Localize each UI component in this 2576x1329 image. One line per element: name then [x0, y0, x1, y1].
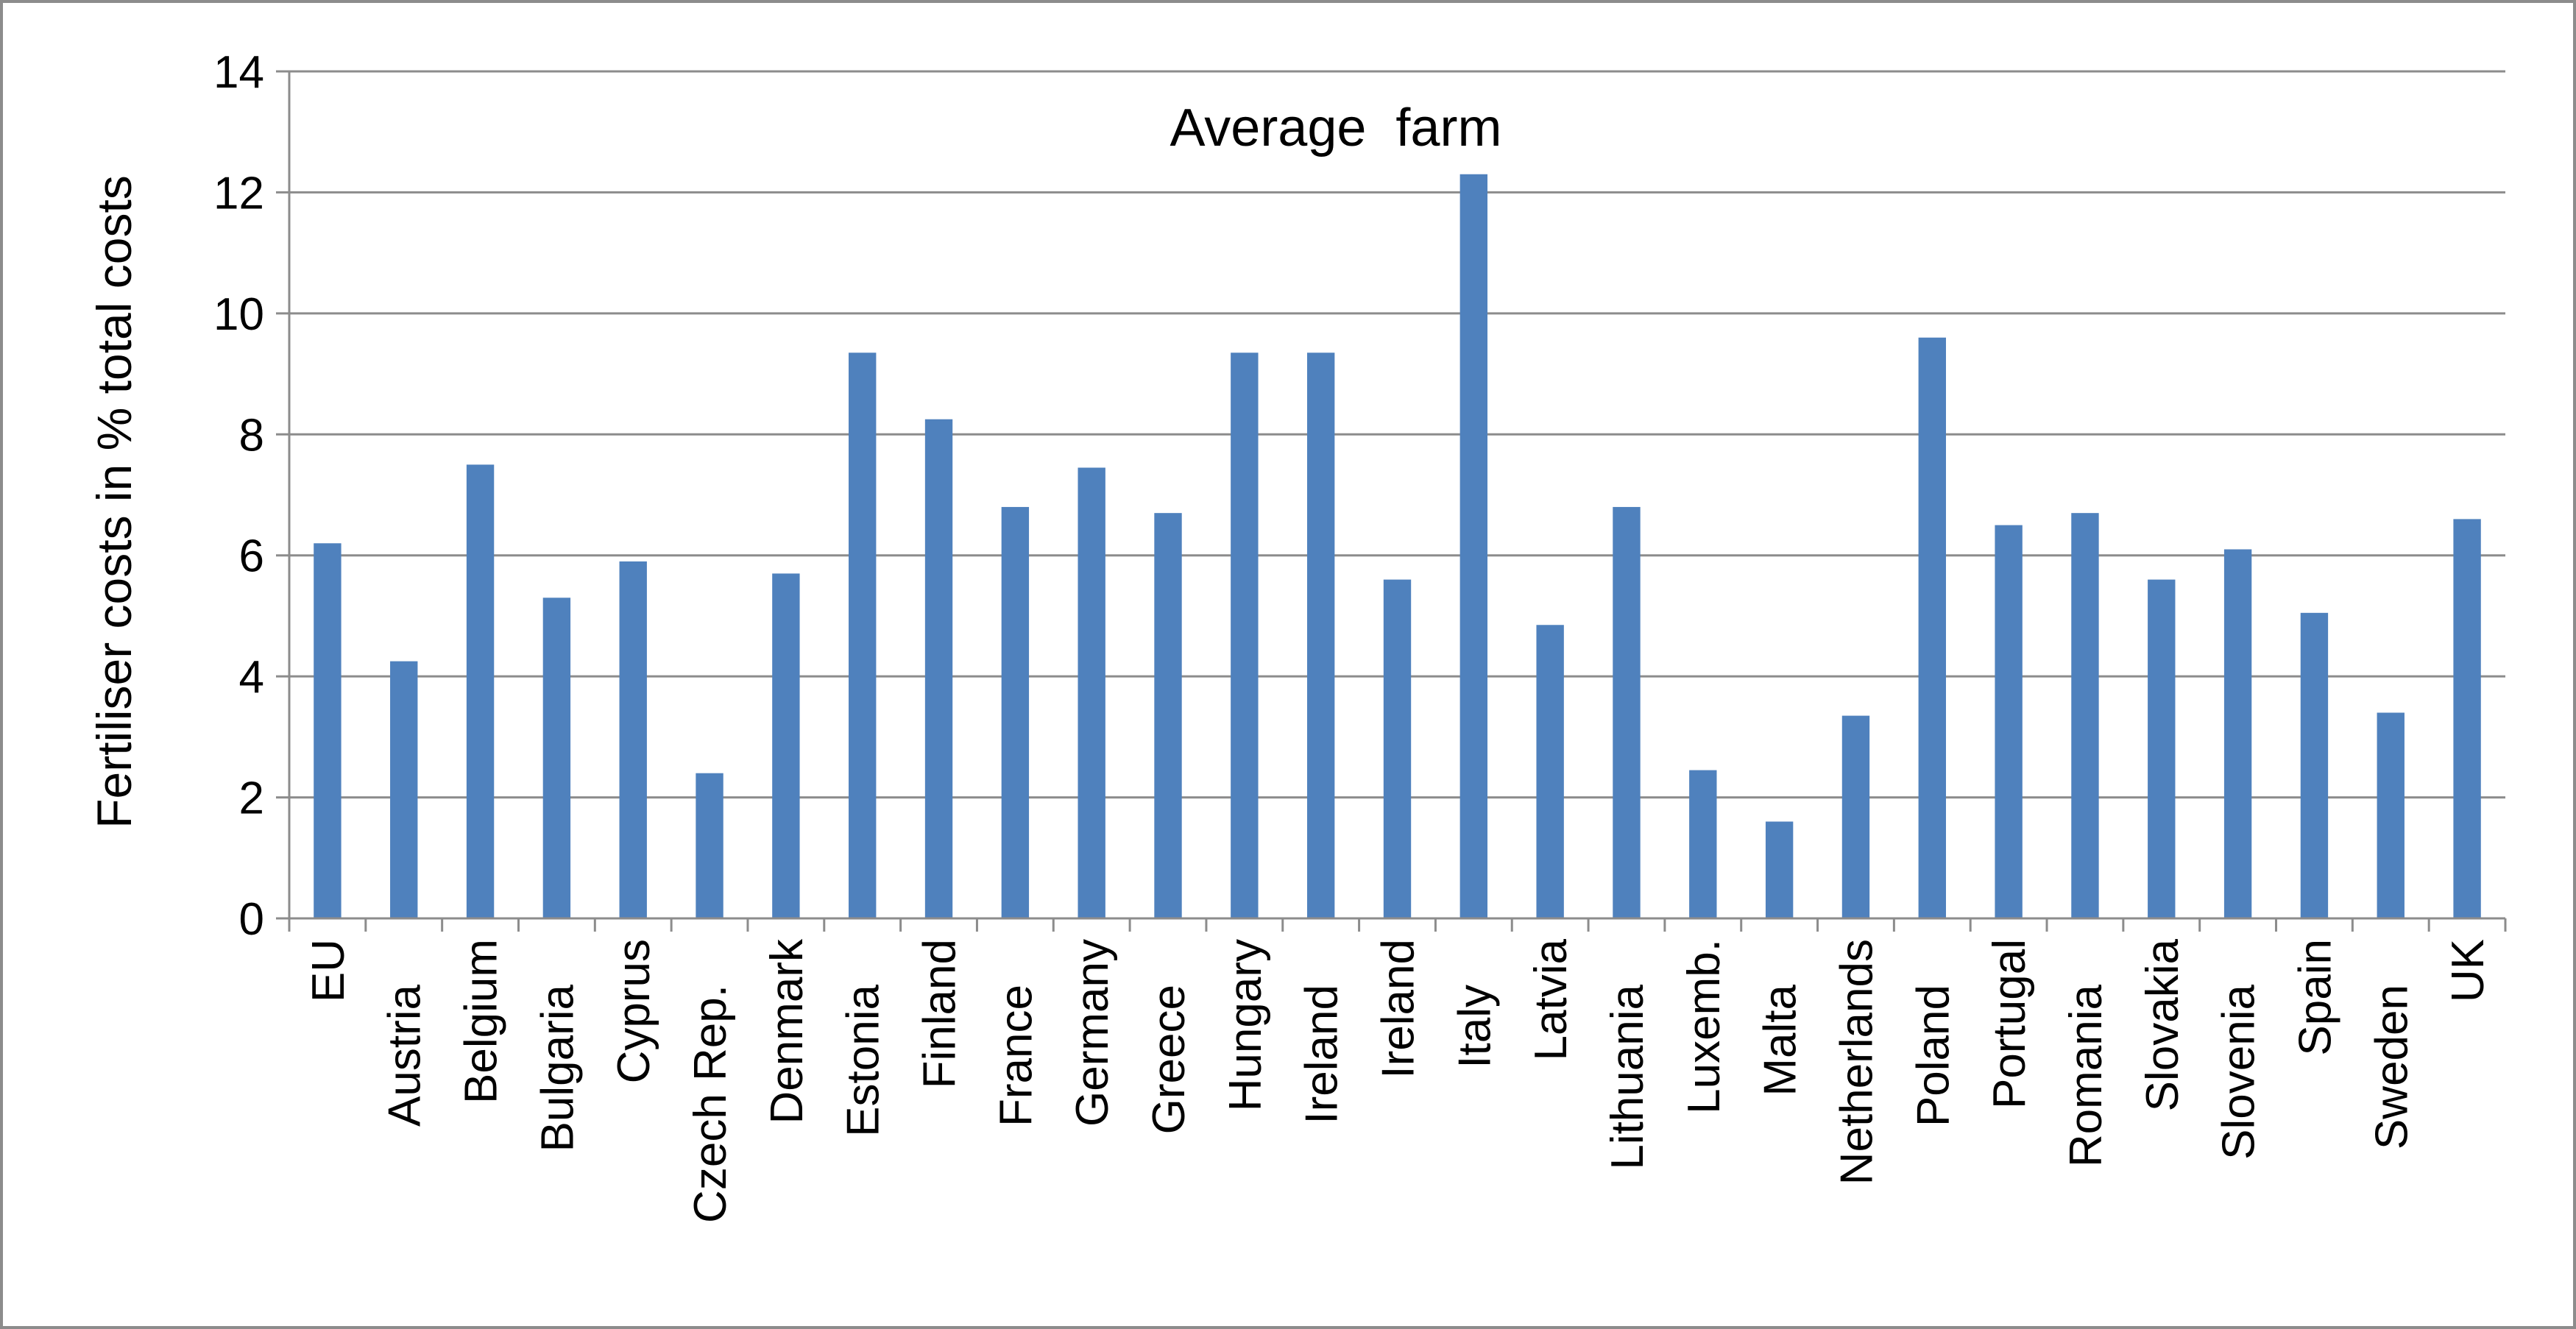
bar-0	[314, 543, 342, 918]
bar-5	[696, 773, 723, 918]
bar-20	[1841, 715, 1870, 918]
x-tick-label: UK	[2443, 939, 2494, 1002]
y-axis-label: Fertiliser costs in % total costs	[87, 175, 141, 829]
x-tick-label: Czech Rep.	[685, 985, 736, 1223]
x-tick-label: Slovenia	[2214, 984, 2265, 1159]
x-tick-label: Ireland	[1373, 939, 1424, 1079]
bar-15	[1459, 174, 1488, 918]
x-tick-label: Ireland	[1297, 985, 1348, 1124]
y-tick-label: 0	[239, 894, 264, 945]
bar-2	[466, 464, 495, 918]
x-tick-label: Italy	[1449, 985, 1500, 1068]
bar-23	[2071, 513, 2099, 918]
x-tick-label: Romania	[2061, 984, 2112, 1167]
y-tick-label: 12	[213, 168, 264, 219]
y-tick-label: 14	[213, 47, 264, 98]
bar-13	[1306, 352, 1335, 919]
x-tick-label: Cyprus	[609, 939, 659, 1083]
x-tick-label: Germany	[1067, 939, 1118, 1127]
bar-25	[2223, 549, 2252, 918]
x-tick-labels: EU Austria Belgium Bulgaria Cyprus Czech Rep.…	[303, 938, 2494, 1223]
bar-22	[1995, 525, 2023, 918]
bar-12	[1231, 352, 1259, 919]
x-tick-label: France	[991, 985, 1041, 1127]
chart-title: Average farm	[1170, 99, 1502, 157]
bar-10	[1078, 467, 1105, 918]
x-tick-label: Estonia	[838, 984, 889, 1136]
x-tick-label: Malta	[1755, 984, 1806, 1096]
y-tick-label: 2	[239, 773, 264, 824]
bar-24	[2148, 579, 2176, 918]
y-tick-label: 10	[213, 289, 264, 340]
bar-1	[390, 661, 418, 918]
bar-8	[924, 419, 953, 918]
bar-7	[849, 352, 877, 919]
x-tick-label: EU	[303, 939, 354, 1002]
x-tick-label: Belgium	[456, 939, 507, 1104]
bar-11	[1154, 513, 1182, 918]
bar-17	[1613, 506, 1641, 918]
bars	[314, 174, 2481, 919]
x-tick-label: Denmark	[762, 938, 813, 1124]
bar-16	[1536, 625, 1564, 918]
bar-28	[2453, 519, 2481, 918]
x-tick-label: Latvia	[1526, 938, 1577, 1060]
bar-26	[2300, 612, 2329, 918]
bar-3	[542, 598, 571, 918]
x-tick-label: Spain	[2290, 939, 2340, 1056]
bar-19	[1765, 821, 1794, 918]
x-tick-label: Hungary	[1220, 939, 1271, 1111]
bar-4	[619, 561, 647, 918]
y-tick-label: 8	[239, 410, 264, 461]
axes	[276, 71, 2507, 932]
x-tick-label: Lithuania	[1602, 984, 1653, 1169]
x-tick-label: Austria	[380, 984, 431, 1126]
gridlines	[276, 70, 2505, 799]
x-tick-label: Netherlands	[1831, 939, 1882, 1185]
x-tick-label: Finland	[915, 939, 966, 1088]
bar-6	[772, 573, 800, 918]
x-tick-label: Slovakia	[2137, 938, 2188, 1111]
x-tick-label: Sweden	[2366, 985, 2417, 1149]
bar-27	[2377, 712, 2405, 918]
x-tick-label: Portugal	[1984, 939, 2035, 1109]
bar-9	[1001, 506, 1030, 918]
y-tick-labels: 0 2 4 6 8 10 12 14	[213, 47, 264, 945]
bar-18	[1689, 770, 1717, 918]
x-tick-label: Bulgaria	[532, 984, 583, 1152]
bar-14	[1383, 579, 1412, 918]
x-tick-label: Greece	[1144, 985, 1195, 1134]
x-tick-label: Luxemb.	[1679, 939, 1730, 1114]
x-tick-label: Poland	[1908, 985, 1958, 1127]
bar-21	[1918, 337, 1946, 918]
y-tick-label: 6	[239, 531, 264, 582]
y-tick-label: 4	[239, 652, 264, 703]
